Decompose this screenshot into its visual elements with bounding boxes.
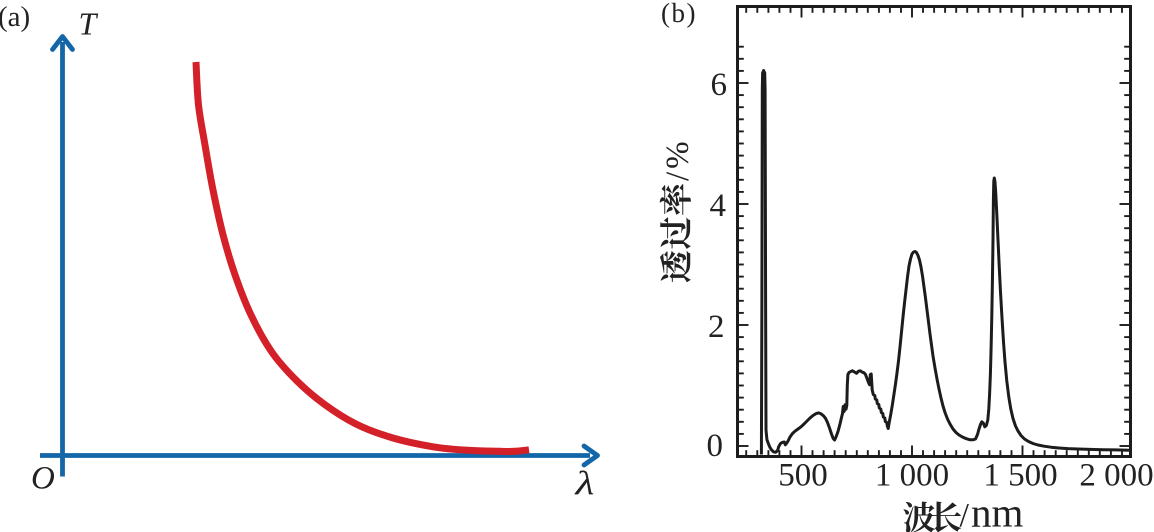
svg-text:(b): (b)	[661, 0, 697, 28]
svg-text:1 500: 1 500	[983, 458, 1057, 494]
svg-text:/: /	[960, 497, 970, 532]
svg-text:/%: /%	[660, 138, 696, 181]
svg-text:2: 2	[708, 309, 725, 345]
svg-text:λ: λ	[574, 465, 594, 502]
svg-text:O: O	[31, 461, 55, 497]
svg-text:500: 500	[778, 458, 828, 494]
svg-text:nm: nm	[971, 490, 1024, 532]
svg-text:(a): (a)	[0, 1, 30, 33]
svg-text:4: 4	[710, 188, 727, 224]
svg-text:1 000: 1 000	[875, 458, 949, 494]
svg-text:T: T	[79, 6, 99, 42]
svg-text:2 000: 2 000	[1079, 458, 1153, 494]
svg-text:6: 6	[711, 67, 728, 103]
svg-text:0: 0	[707, 428, 724, 464]
